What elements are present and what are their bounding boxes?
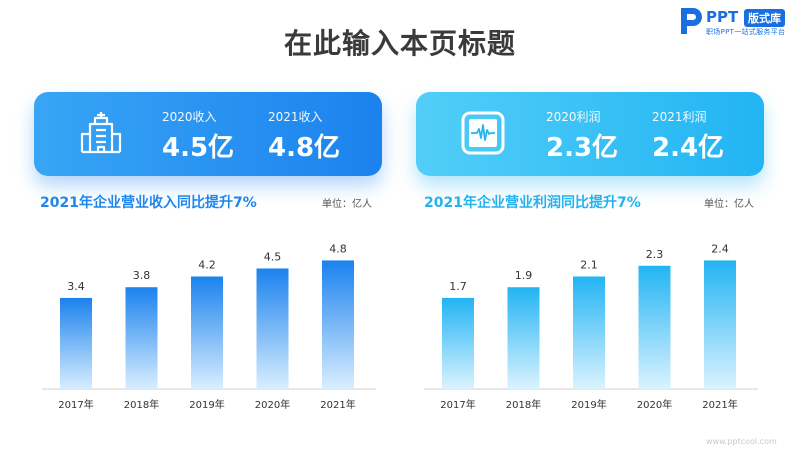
bar [60, 297, 92, 389]
stat-value: 2.3亿 [546, 133, 619, 163]
revenue-chart-unit: 单位：亿人 [322, 199, 372, 210]
data-label: 2.4 [711, 242, 729, 255]
profit-bar-chart: 1.7 2017年 1.9 2018年 2.1 2019年 2.3 2020年 2.4 2021年 [424, 242, 758, 411]
revenue-2021-stat: 2021收入 4.8亿 [268, 108, 340, 164]
stat-value: 4.8亿 [268, 133, 341, 163]
bar [573, 276, 605, 389]
bar [507, 287, 540, 389]
x-tick-label: 2021年 [320, 398, 355, 411]
bar [704, 260, 736, 389]
page-title: 在此输入本页标题 [283, 27, 516, 60]
revenue-2020-stat: 2020收入 4.5亿 [162, 108, 234, 164]
revenue-chart-title: 2021年企业营业收入同比提升7% [40, 195, 257, 211]
data-label: 4.5 [264, 250, 282, 263]
data-label: 1.9 [515, 269, 533, 282]
stat-label: 2020利润 [546, 110, 601, 124]
profit-chart-title: 2021年企业营业利润同比提升7% [424, 195, 641, 211]
x-tick-label: 2017年 [58, 398, 93, 411]
watermark: www.pptcool.com [706, 437, 777, 446]
profit-2021-stat: 2021利润 2.4亿 [652, 108, 724, 164]
monitor-pulse-icon [461, 111, 505, 155]
x-tick-label: 2018年 [124, 398, 159, 411]
bar [638, 265, 671, 389]
x-tick-label: 2019年 [571, 398, 606, 411]
logo-tagline: 职场PPT一站式服务平台 [706, 28, 786, 36]
bar [442, 297, 474, 389]
data-label: 4.2 [198, 259, 216, 272]
bar [322, 260, 354, 389]
bar [191, 276, 223, 389]
stat-label: 2021收入 [268, 110, 323, 124]
x-tick-label: 2020年 [255, 398, 290, 411]
building-icon [80, 112, 122, 154]
x-tick-label: 2021年 [702, 398, 737, 411]
stat-label: 2021利润 [652, 110, 707, 124]
data-label: 2.3 [646, 248, 664, 261]
bar [256, 268, 289, 389]
bar [125, 287, 158, 389]
ppt-logo-icon [681, 8, 702, 34]
data-label: 2.1 [580, 259, 598, 272]
profit-chart-unit: 单位：亿人 [704, 199, 754, 210]
stat-label: 2020收入 [162, 110, 217, 124]
x-tick-label: 2020年 [637, 398, 672, 411]
stat-value: 2.4亿 [652, 133, 725, 163]
data-label: 3.8 [133, 269, 151, 282]
data-label: 1.7 [449, 280, 467, 293]
profit-2020-stat: 2020利润 2.3亿 [546, 108, 618, 164]
profit-summary-card: 2020利润 2.3亿 2021利润 2.4亿 [416, 92, 764, 176]
x-tick-label: 2018年 [506, 398, 541, 411]
data-label: 3.4 [67, 280, 85, 293]
stat-value: 4.5亿 [162, 133, 235, 163]
revenue-summary-card: 2020收入 4.5亿 2021收入 4.8亿 [34, 92, 382, 176]
brand-logo: PPT 版式库 职场PPT一站式服务平台 [678, 6, 796, 38]
logo-brand-text: PPT [706, 8, 739, 26]
logo-badge: 版式库 [744, 9, 785, 27]
data-label: 4.8 [329, 242, 347, 255]
revenue-bar-chart: 3.4 2017年 3.8 2018年 4.2 2019年 4.5 2020年 4.8 2021年 [42, 242, 376, 411]
x-tick-label: 2019年 [189, 398, 224, 411]
x-tick-label: 2017年 [440, 398, 475, 411]
